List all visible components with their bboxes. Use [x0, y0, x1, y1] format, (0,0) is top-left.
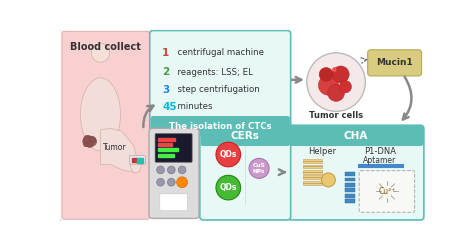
Polygon shape: [158, 154, 173, 157]
Text: centrifugal machine: centrifugal machine: [172, 48, 264, 57]
Text: step centrifugation: step centrifugation: [172, 85, 260, 94]
FancyBboxPatch shape: [359, 171, 415, 212]
Circle shape: [87, 141, 93, 148]
Polygon shape: [346, 183, 355, 187]
Polygon shape: [132, 158, 137, 162]
Text: Blood collect: Blood collect: [71, 42, 141, 52]
Circle shape: [339, 81, 352, 93]
Circle shape: [91, 44, 109, 62]
Circle shape: [249, 158, 269, 178]
Text: CuS
NPs: CuS NPs: [253, 163, 265, 174]
Circle shape: [167, 166, 175, 174]
Circle shape: [319, 75, 338, 95]
Text: 3: 3: [162, 85, 169, 95]
Polygon shape: [346, 172, 355, 176]
Circle shape: [83, 142, 88, 147]
Text: Cu²⁺: Cu²⁺: [378, 187, 396, 196]
FancyBboxPatch shape: [201, 126, 290, 146]
Polygon shape: [346, 194, 355, 198]
Polygon shape: [158, 138, 175, 141]
Text: CHA: CHA: [344, 131, 368, 141]
Polygon shape: [158, 148, 178, 152]
Circle shape: [332, 66, 349, 83]
Circle shape: [177, 177, 188, 187]
Circle shape: [167, 178, 175, 186]
Circle shape: [307, 53, 365, 111]
Circle shape: [319, 67, 333, 81]
FancyBboxPatch shape: [60, 29, 426, 221]
Text: Mucin1: Mucin1: [376, 58, 413, 67]
FancyBboxPatch shape: [160, 194, 188, 211]
Text: reagents: LSS; EL: reagents: LSS; EL: [172, 68, 253, 77]
Text: Tumor cells: Tumor cells: [309, 112, 363, 121]
Polygon shape: [303, 164, 322, 168]
Polygon shape: [137, 157, 143, 163]
Ellipse shape: [81, 78, 120, 151]
Ellipse shape: [130, 156, 141, 173]
FancyBboxPatch shape: [150, 31, 291, 137]
Text: Tumor: Tumor: [103, 143, 127, 152]
Circle shape: [216, 175, 241, 200]
Text: 1: 1: [162, 48, 169, 58]
Polygon shape: [303, 181, 322, 185]
Circle shape: [216, 142, 241, 167]
Polygon shape: [158, 143, 172, 146]
FancyBboxPatch shape: [155, 134, 192, 162]
FancyBboxPatch shape: [200, 125, 291, 220]
FancyBboxPatch shape: [129, 156, 146, 164]
Polygon shape: [303, 159, 322, 163]
FancyBboxPatch shape: [149, 128, 199, 218]
Text: CERs: CERs: [231, 131, 260, 141]
FancyBboxPatch shape: [288, 125, 424, 220]
Text: P1-DNA: P1-DNA: [364, 147, 396, 156]
Circle shape: [83, 135, 91, 143]
FancyBboxPatch shape: [368, 50, 421, 76]
Text: 2: 2: [162, 67, 169, 77]
FancyBboxPatch shape: [62, 31, 150, 219]
Polygon shape: [100, 128, 137, 172]
Circle shape: [321, 173, 335, 187]
Circle shape: [328, 84, 345, 101]
Circle shape: [157, 166, 164, 174]
Circle shape: [90, 137, 96, 143]
Text: QDs: QDs: [219, 183, 237, 192]
Text: Helper: Helper: [308, 147, 336, 156]
Text: The isolation of CTCs: The isolation of CTCs: [169, 122, 271, 130]
Circle shape: [332, 67, 337, 72]
Text: 45: 45: [162, 102, 177, 112]
Text: minutes: minutes: [172, 102, 212, 111]
FancyBboxPatch shape: [151, 116, 290, 136]
Circle shape: [157, 178, 164, 186]
Circle shape: [178, 166, 186, 174]
Text: QDs: QDs: [219, 150, 237, 159]
Polygon shape: [346, 188, 355, 192]
Polygon shape: [303, 170, 322, 174]
Text: Aptamer: Aptamer: [364, 156, 397, 165]
FancyBboxPatch shape: [289, 126, 423, 146]
Polygon shape: [346, 178, 355, 182]
Polygon shape: [303, 175, 322, 179]
Polygon shape: [346, 199, 355, 203]
Ellipse shape: [83, 136, 97, 147]
